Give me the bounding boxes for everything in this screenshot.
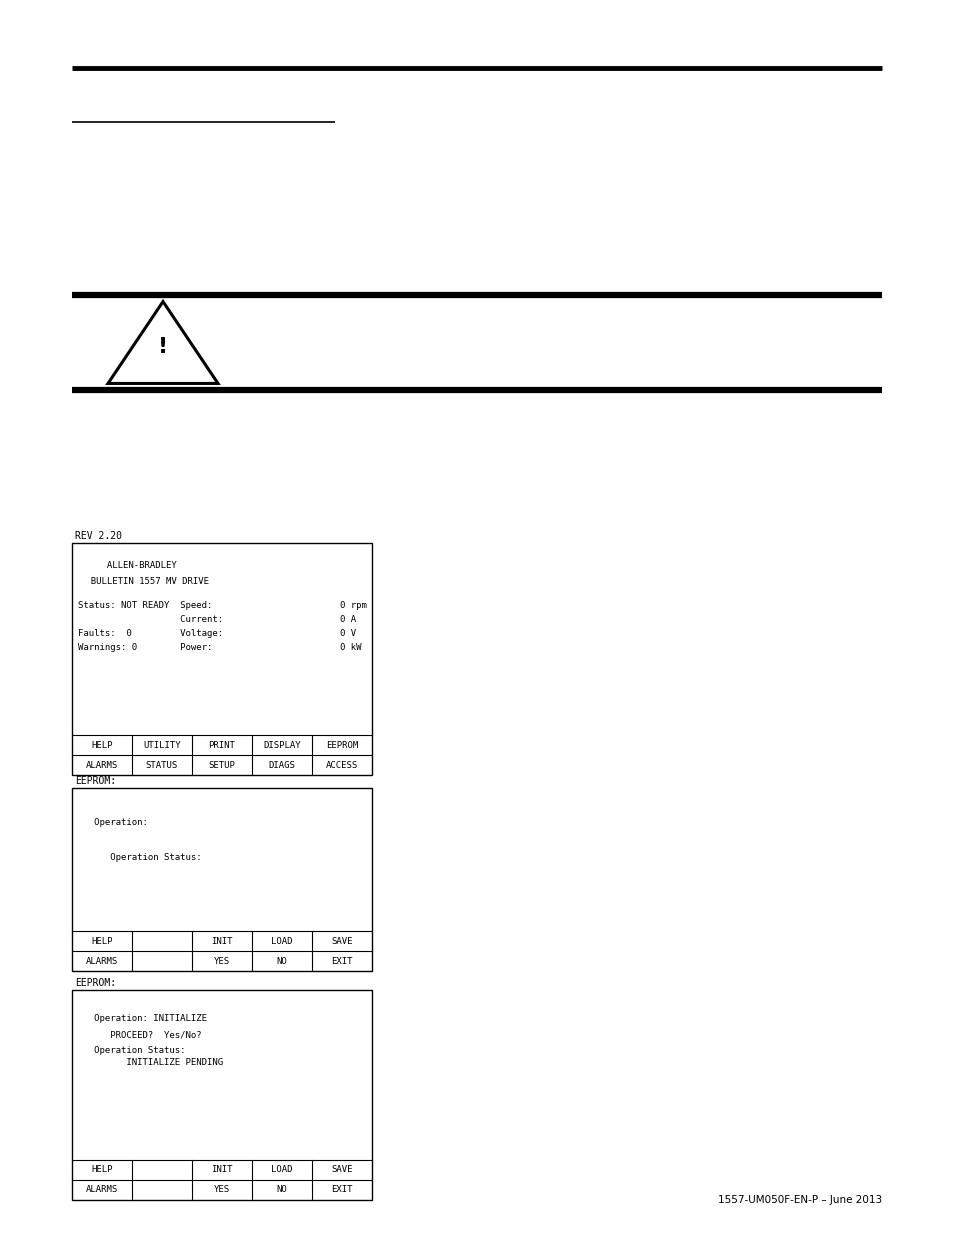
Text: DISPLAY: DISPLAY (263, 741, 300, 750)
Text: REV 2.20: REV 2.20 (75, 531, 122, 541)
Text: 1557-UM050F-EN-P – June 2013: 1557-UM050F-EN-P – June 2013 (717, 1195, 882, 1205)
Text: NO: NO (276, 1186, 287, 1194)
Text: HELP: HELP (91, 741, 112, 750)
Text: NO: NO (276, 956, 287, 966)
Text: Faults:  0         Voltage:: Faults: 0 Voltage: (78, 629, 223, 638)
Bar (71, 990, 372, 1200)
Text: EXIT: EXIT (331, 1186, 353, 1194)
Text: PRINT: PRINT (209, 741, 235, 750)
Text: EXIT: EXIT (331, 956, 353, 966)
Text: Operation: INITIALIZE: Operation: INITIALIZE (78, 1014, 207, 1023)
Text: !: ! (158, 336, 168, 357)
Text: Operation Status:: Operation Status: (78, 1046, 185, 1055)
Text: SETUP: SETUP (209, 761, 235, 769)
Text: YES: YES (213, 956, 230, 966)
Text: Operation:: Operation: (78, 818, 148, 827)
Text: LOAD: LOAD (271, 1166, 293, 1174)
Text: DIAGS: DIAGS (269, 761, 295, 769)
Text: UTILITY: UTILITY (143, 741, 181, 750)
Text: EEPROM:: EEPROM: (75, 978, 116, 988)
Text: INITIALIZE PENDING: INITIALIZE PENDING (78, 1058, 223, 1067)
Text: SAVE: SAVE (331, 1166, 353, 1174)
Text: 0 V: 0 V (339, 629, 355, 638)
Text: EEPROM:: EEPROM: (75, 776, 116, 785)
Text: EEPROM: EEPROM (326, 741, 357, 750)
Text: LOAD: LOAD (271, 936, 293, 946)
Text: STATUS: STATUS (146, 761, 178, 769)
Text: Warnings: 0        Power:: Warnings: 0 Power: (78, 643, 213, 652)
Text: 0 A: 0 A (339, 615, 355, 624)
Text: ALLEN-BRADLEY: ALLEN-BRADLEY (80, 561, 176, 571)
Text: HELP: HELP (91, 1166, 112, 1174)
Bar (71, 543, 372, 776)
Text: ALARMS: ALARMS (86, 1186, 118, 1194)
Text: Status: NOT READY  Speed:: Status: NOT READY Speed: (78, 601, 213, 610)
Text: INIT: INIT (211, 936, 233, 946)
Text: HELP: HELP (91, 936, 112, 946)
Text: SAVE: SAVE (331, 936, 353, 946)
Text: INIT: INIT (211, 1166, 233, 1174)
Text: Operation Status:: Operation Status: (78, 853, 201, 862)
Text: Current:: Current: (78, 615, 223, 624)
Text: PROCEED?  Yes/No?: PROCEED? Yes/No? (78, 1030, 201, 1039)
Text: 0 rpm: 0 rpm (339, 601, 367, 610)
Text: ACCESS: ACCESS (326, 761, 357, 769)
Text: ALARMS: ALARMS (86, 956, 118, 966)
Text: 0 kW: 0 kW (339, 643, 361, 652)
Text: ALARMS: ALARMS (86, 761, 118, 769)
Text: YES: YES (213, 1186, 230, 1194)
Bar (71, 788, 372, 971)
Text: BULLETIN 1557 MV DRIVE: BULLETIN 1557 MV DRIVE (80, 577, 209, 585)
